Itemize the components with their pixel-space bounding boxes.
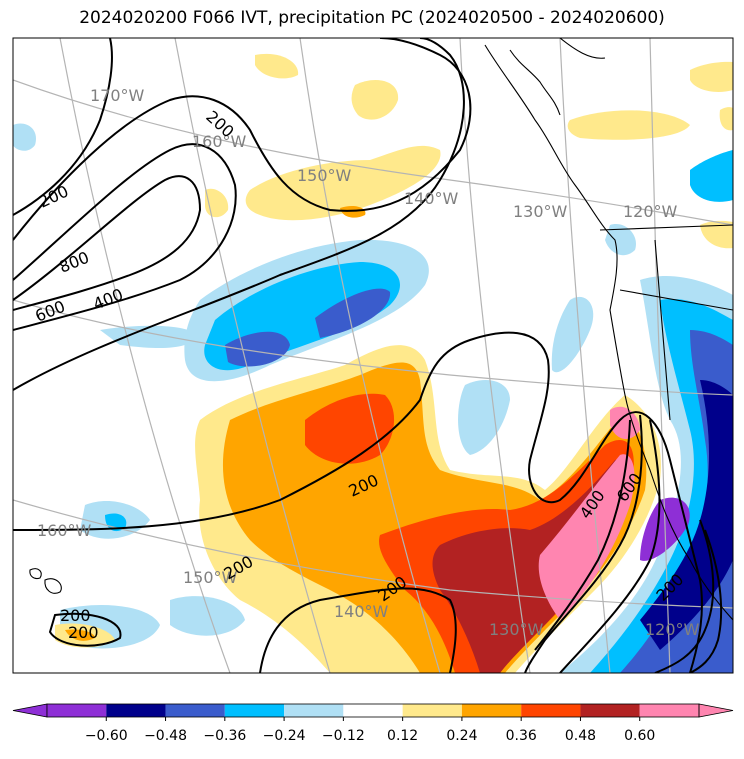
colorbar-segment: [580, 704, 640, 717]
colorbar-tick-label: 0.36: [506, 728, 537, 744]
colorbar-segment: [343, 704, 403, 717]
coastlines: [29, 38, 733, 621]
lon-label-150w-top: 150°W: [297, 166, 352, 185]
colorbar-tick-label: −0.36: [203, 728, 246, 744]
lon-label-170w-top: 170°W: [90, 86, 145, 105]
lon-label-140w-bottom: 140°W: [334, 602, 389, 621]
colorbar-segment: [284, 704, 344, 717]
lon-label-150w-bottom: 150°W: [183, 568, 238, 587]
colorbar-segment: [461, 704, 522, 717]
positive-precip-anomaly-fill: [55, 53, 733, 673]
lon-label-160w-top: 160°W: [192, 132, 247, 151]
colorbar-extend-high: [698, 703, 734, 718]
ivt-contours: [13, 38, 723, 673]
lon-label-120w-bottom: 120°W: [645, 620, 700, 639]
colorbar: −0.60 −0.48 −0.36 −0.24 −0.12 0.12 0.24 0.36 0.4…: [12, 703, 734, 744]
lon-label-120w-top: 120°W: [623, 202, 678, 221]
colorbar-tick-label: −0.24: [263, 728, 306, 744]
map-frame: [12, 37, 734, 674]
colorbar-outline: [46, 703, 700, 718]
colorbar-segment: [639, 704, 699, 717]
colorbar-extend-low: [12, 703, 48, 718]
map-area: 170°W 160°W 150°W 140°W 130°W 120°W 160°…: [13, 38, 733, 673]
colorbar-segment: [224, 704, 285, 717]
colorbar-tick-label: 0.12: [387, 728, 418, 744]
longitude-labels: 170°W 160°W 150°W 140°W 130°W 120°W 160°…: [37, 86, 700, 639]
graticule: [13, 38, 733, 673]
colorbar-segment: [47, 704, 107, 717]
colorbar-tick-label: 0.24: [446, 728, 477, 744]
lon-label-130w-bottom: 130°W: [489, 620, 544, 639]
lon-label-160w-bottom: 160°W: [37, 521, 92, 540]
lon-label-130w-top: 130°W: [513, 202, 568, 221]
negative-precip-anomaly-fill: [13, 123, 733, 673]
figure-title: 2024020200 F066 IVT, precipitation PC (2…: [79, 8, 665, 28]
contour-label-11: 200: [60, 606, 91, 625]
colorbar-tick-label: −0.60: [85, 728, 128, 744]
colorbar-tick-label: −0.12: [322, 728, 365, 744]
colorbar-segment: [106, 704, 166, 717]
colorbar-tick-label: 0.48: [565, 728, 596, 744]
colorbar-tick-label: −0.48: [144, 728, 187, 744]
colorbar-segment: [521, 704, 581, 717]
contour-label-12: 200: [68, 623, 99, 642]
colorbar-segment: [402, 704, 462, 717]
lon-label-140w-top: 140°W: [404, 189, 459, 208]
colorbar-tick-label: 0.60: [624, 728, 655, 744]
colorbar-segment: [165, 704, 225, 717]
